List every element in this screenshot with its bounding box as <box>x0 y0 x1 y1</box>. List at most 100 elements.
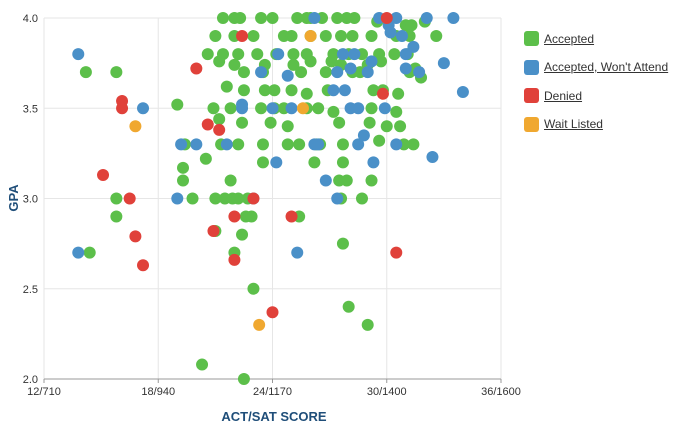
y-tick-label: 2.5 <box>23 284 38 296</box>
point-accepted <box>79 66 92 79</box>
x-tick-label: 36/1600 <box>481 386 521 398</box>
point-accepted <box>268 84 281 97</box>
y-tick-label: 4.0 <box>23 13 38 25</box>
point-accepted <box>336 156 349 169</box>
point-accepted <box>83 246 96 259</box>
point-accepted <box>110 192 123 205</box>
point-accepted-won-t-attend <box>352 102 365 115</box>
point-accepted <box>373 134 386 147</box>
point-accepted <box>237 66 250 79</box>
point-accepted-won-t-attend <box>344 62 357 75</box>
legend-item-accepted-wont-attend[interactable]: Accepted, Won't Attend <box>524 59 680 76</box>
point-accepted <box>110 210 123 223</box>
legend-swatch-accepted <box>524 31 539 46</box>
point-accepted <box>336 138 349 151</box>
point-accepted-won-t-attend <box>291 246 304 259</box>
point-accepted <box>333 116 346 129</box>
point-accepted-won-t-attend <box>171 192 184 205</box>
point-accepted-won-t-attend <box>331 66 344 79</box>
point-accepted-won-t-attend <box>338 84 351 97</box>
point-denied <box>380 12 393 24</box>
point-accepted <box>209 30 222 43</box>
point-accepted <box>196 358 209 371</box>
point-accepted-won-t-attend <box>367 156 380 169</box>
point-accepted <box>325 55 338 68</box>
point-accepted-won-t-attend <box>327 84 340 97</box>
point-accepted <box>232 138 245 151</box>
point-accepted-won-t-attend <box>175 138 188 151</box>
point-accepted <box>287 48 300 61</box>
point-accepted-won-t-attend <box>390 12 403 24</box>
legend-swatch-denied <box>524 88 539 103</box>
point-denied <box>247 192 260 205</box>
point-accepted <box>281 138 294 151</box>
y-tick-label: 3.5 <box>23 103 38 115</box>
legend-swatch-wait-listed <box>524 116 539 132</box>
point-accepted <box>186 192 199 205</box>
legend-item-wait-listed[interactable]: Wait Listed <box>524 116 680 133</box>
legend-item-denied[interactable]: Denied <box>524 87 680 104</box>
point-accepted <box>295 66 308 79</box>
point-accepted-won-t-attend <box>270 156 283 169</box>
point-accepted <box>224 174 237 187</box>
point-accepted <box>355 192 368 205</box>
point-denied <box>207 224 220 237</box>
legend-label: Accepted, Won't Attend <box>544 60 669 74</box>
point-accepted-won-t-attend <box>281 69 294 82</box>
data-points <box>72 12 469 385</box>
point-accepted <box>237 84 250 97</box>
point-accepted-won-t-attend <box>348 48 361 61</box>
point-accepted <box>394 120 407 133</box>
point-accepted <box>171 98 184 111</box>
point-accepted-won-t-attend <box>220 138 233 151</box>
point-denied <box>137 259 150 272</box>
point-denied <box>266 306 279 319</box>
point-accepted <box>209 192 222 205</box>
point-accepted <box>256 138 269 151</box>
point-accepted-won-t-attend <box>378 102 391 115</box>
point-wait-listed <box>304 30 317 43</box>
point-wait-listed <box>253 318 266 331</box>
point-denied <box>236 30 249 43</box>
point-accepted-won-t-attend <box>285 102 298 115</box>
point-accepted-won-t-attend <box>72 246 85 259</box>
point-accepted <box>335 30 348 43</box>
point-accepted-won-t-attend <box>236 102 249 115</box>
point-accepted <box>340 174 353 187</box>
y-tick-label: 2.0 <box>23 374 38 386</box>
legend-swatch-accepted-wont-attend <box>524 59 539 75</box>
point-wait-listed <box>296 102 309 115</box>
x-tick-label: 30/1400 <box>367 386 407 398</box>
point-accepted <box>266 12 279 24</box>
point-denied <box>213 123 226 136</box>
point-denied <box>376 87 389 100</box>
point-accepted-won-t-attend <box>390 138 403 151</box>
point-accepted <box>312 102 325 115</box>
point-accepted <box>199 152 212 165</box>
point-accepted <box>308 156 321 169</box>
point-accepted <box>256 156 269 169</box>
point-accepted-won-t-attend <box>407 40 420 53</box>
legend-label: Wait Listed <box>544 117 603 131</box>
axes <box>43 378 502 383</box>
point-accepted <box>390 105 403 118</box>
legend: Accepted Accepted, Won't Attend Denied W… <box>524 30 680 144</box>
point-accepted <box>228 58 241 71</box>
point-accepted-won-t-attend <box>336 48 349 61</box>
point-accepted <box>232 192 245 205</box>
y-axis-title: GPA <box>6 184 21 212</box>
point-accepted-won-t-attend <box>456 86 469 99</box>
point-accepted <box>285 84 298 97</box>
point-accepted <box>285 30 298 43</box>
legend-label: Denied <box>544 88 583 103</box>
y-tick-label: 3.0 <box>23 194 38 206</box>
point-accepted-won-t-attend <box>447 12 460 24</box>
point-accepted <box>110 66 123 79</box>
point-accepted <box>365 30 378 43</box>
legend-item-accepted[interactable]: Accepted <box>524 30 680 47</box>
point-accepted <box>327 105 340 118</box>
point-accepted <box>258 84 271 97</box>
point-accepted <box>319 66 332 79</box>
point-accepted <box>232 48 245 61</box>
point-accepted <box>213 113 226 126</box>
